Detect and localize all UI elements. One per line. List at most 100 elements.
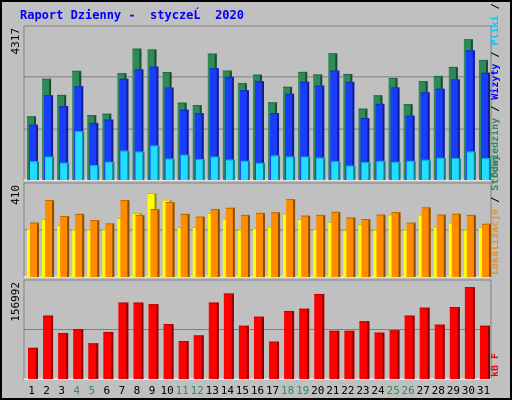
bar-pliki-25-edge xyxy=(398,161,401,180)
bar-lokalizacje-2-cap xyxy=(45,199,55,201)
bar-pliki-10 xyxy=(165,158,175,180)
bar-kbf-22-edge xyxy=(352,330,355,379)
bar-odwiedziny-18-cap xyxy=(283,86,293,88)
bar-pliki-15-edge xyxy=(247,160,250,180)
bar-lokalizacje-31 xyxy=(481,223,491,277)
bar-wizyty-1-edge xyxy=(36,124,38,180)
bar-odwiedziny-21-cap xyxy=(328,53,338,55)
bar-odwiedziny-14-cap xyxy=(222,70,232,72)
bar-wizyty-29-edge xyxy=(457,79,460,180)
bar-odwiedziny-27-cap xyxy=(418,81,428,83)
bar-lokalizacje-9 xyxy=(150,208,160,277)
bar-wizyty-13-edge xyxy=(216,68,219,180)
x-tick-label-2: 2 xyxy=(43,384,50,397)
bar-lokalizacje-18-cap xyxy=(286,199,296,201)
bar-lokalizacje-3 xyxy=(60,215,70,277)
bar-lokalizacje-24-edge xyxy=(383,214,386,277)
x-tick-label-1: 1 xyxy=(28,384,35,397)
bar-lokalizacje-23-cap xyxy=(361,219,371,221)
bar-kbf-26 xyxy=(404,315,415,379)
bar-wizyty-11-edge xyxy=(186,109,189,180)
bar-wizyty-21-edge xyxy=(337,70,340,180)
bar-kbf-28 xyxy=(434,324,445,379)
bar-kbf-31-cap xyxy=(479,325,490,327)
bar-pliki-17-edge xyxy=(278,155,281,180)
bar-wizyty-21 xyxy=(330,70,340,180)
bar-pliki-27-cap xyxy=(421,159,431,161)
bar-lokalizacje-20-edge xyxy=(323,214,326,277)
bar-kbf-20-edge xyxy=(322,293,325,379)
bar-wizyty-17 xyxy=(270,113,280,180)
bar-odwiedziny-24-cap xyxy=(373,95,383,97)
bar-lokalizacje-16 xyxy=(255,212,265,277)
bar-kbf-11-edge xyxy=(186,341,189,379)
bar-kbf-5-cap xyxy=(88,343,99,345)
bar-pliki-23-edge xyxy=(368,162,371,180)
bar-lokalizacje-1 xyxy=(30,222,39,277)
bar-kbf-11 xyxy=(178,341,189,379)
bar-lokalizacje-28 xyxy=(436,214,446,277)
legend-segment-wizyty-2: Wizyty xyxy=(489,64,501,100)
bar-lokalizacje-30 xyxy=(466,214,476,277)
bar-wizyty-5 xyxy=(89,122,99,180)
bar-pliki-20 xyxy=(316,157,326,180)
bar-kbf-2-cap xyxy=(43,315,54,317)
bar-pliki-2-edge xyxy=(52,156,55,180)
bar-lokalizacje-11 xyxy=(180,213,190,277)
x-tick-label-18: 18 xyxy=(281,384,294,397)
bar-kbf-5 xyxy=(88,343,99,379)
y-max-label-lokalizacje: 410 xyxy=(9,185,22,205)
bar-odwiedziny-9-cap xyxy=(147,49,157,51)
bar-kbf-12 xyxy=(193,335,204,379)
x-tick-label-27: 27 xyxy=(417,384,430,397)
bar-pliki-20-cap xyxy=(316,157,326,159)
bar-pliki-7 xyxy=(120,150,130,180)
bar-kbf-7-cap xyxy=(118,302,129,304)
x-tick-label-26: 26 xyxy=(402,384,415,397)
bar-odwiedziny-8-cap xyxy=(132,48,142,50)
bar-kbf-25-edge xyxy=(397,330,400,379)
bar-lokalizacje-13 xyxy=(210,208,220,277)
bar-lokalizacje-24 xyxy=(376,214,386,277)
bar-lokalizacje-21-edge xyxy=(338,211,341,277)
bar-odwiedziny-15-cap xyxy=(237,83,247,85)
legend-segment-wizyty-1: / xyxy=(490,100,501,118)
x-tick-label-16: 16 xyxy=(251,384,264,397)
bar-lokalizacje-10-edge xyxy=(172,202,175,277)
bar-lokalizacje-21 xyxy=(331,211,341,277)
bar-kbf-6-cap xyxy=(103,331,114,333)
bar-pliki-18-cap xyxy=(286,156,296,158)
bar-pliki-11-edge xyxy=(187,154,190,180)
bar-wizyty-5-cap xyxy=(89,122,99,124)
bar-odwiedziny-29-cap xyxy=(448,66,458,68)
bar-odwiedziny-19-cap xyxy=(298,71,308,73)
bar-kbf-14 xyxy=(223,293,234,379)
bar-odwiedziny-12-cap xyxy=(192,105,202,107)
page-title: Raport Dzienny - styczeĹ 2020 xyxy=(20,8,244,22)
bar-kbf-14-cap xyxy=(223,293,234,295)
bar-lokalizacje-11-cap xyxy=(180,213,190,215)
legend-segment-wizyty-4: Pliki xyxy=(489,15,501,45)
bar-pliki-19-edge xyxy=(308,156,311,180)
bar-kbf-29 xyxy=(449,307,460,379)
bar-pliki-4-cap xyxy=(75,131,85,133)
bar-kbf-16 xyxy=(253,316,264,379)
bar-kbf-25 xyxy=(389,330,400,379)
bar-kbf-30-edge xyxy=(472,287,475,379)
bar-wizyty-30 xyxy=(465,50,475,180)
bar-wizyty-8 xyxy=(134,69,144,180)
bar-pliki-17-cap xyxy=(271,155,281,157)
bar-pliki-29-edge xyxy=(458,157,461,180)
bar-pliki-3-edge xyxy=(67,162,70,180)
bar-pliki-10-edge xyxy=(172,158,175,180)
bar-kbf-27-edge xyxy=(427,307,430,379)
bar-lokalizacje-14-cap xyxy=(225,207,235,209)
bar-kbf-27-cap xyxy=(419,307,430,309)
bar-lokalizacje-26 xyxy=(406,222,416,277)
legend-segment-lokalizacje-0: Lokalizacje xyxy=(489,209,501,275)
bar-odwiedziny-28-cap xyxy=(433,75,443,77)
bar-wizyty-11 xyxy=(179,109,189,180)
bar-lokalizacje-31-cap xyxy=(481,223,491,225)
bar-odwiedziny-17-cap xyxy=(268,102,278,104)
